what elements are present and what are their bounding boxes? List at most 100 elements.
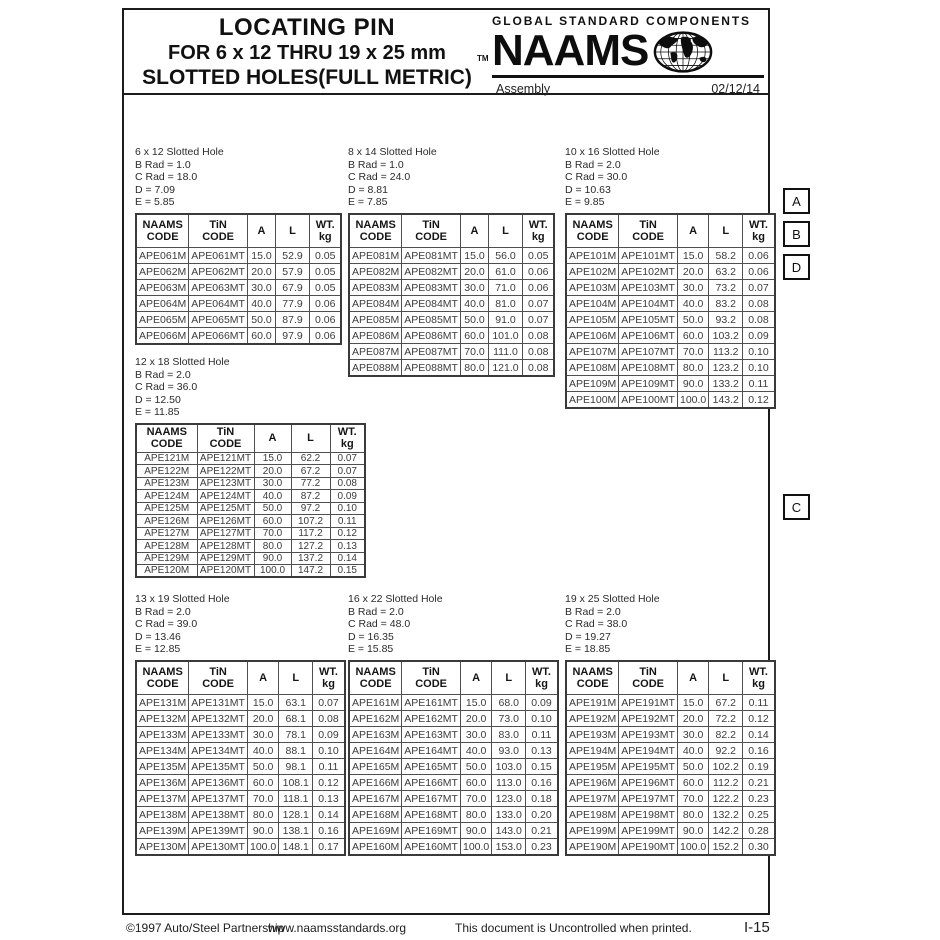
table-row: APE087M APE087MT 70.0 111.0 0.08 — [348, 343, 555, 361]
table-cell: 63.2 — [708, 263, 744, 281]
column-header-line: TiN — [209, 218, 227, 231]
table-cell: 15.0 — [676, 694, 710, 712]
column-header: L — [278, 660, 314, 696]
table-cell: APE101MT — [618, 247, 678, 265]
table-cell: APE192M — [565, 710, 620, 728]
table-cell: APE136M — [135, 774, 190, 792]
column-header: NAAMS CODE — [348, 213, 403, 249]
globe-world-map-icon — [654, 31, 713, 73]
table-cell: APE083MT — [401, 279, 461, 297]
table-cell: APE124M — [135, 489, 198, 503]
table-row: APE139M APE139MT 90.0 138.1 0.16 — [135, 822, 346, 840]
table-cell: APE087MT — [401, 343, 461, 361]
column-header-line: TiN — [216, 425, 235, 438]
column-header-line: L — [722, 671, 730, 684]
column-header-line: CODE — [150, 438, 183, 451]
table-cell: 87.9 — [274, 311, 310, 329]
table-section-10x16: 10 x 16 Slotted Hole B Rad = 2.0 C Rad = 3… — [565, 146, 776, 409]
table-cell: 100.0 — [459, 838, 493, 856]
trademark-symbol: TM — [477, 54, 489, 63]
table-cell: APE169M — [348, 822, 403, 840]
table-cell: 30.0 — [676, 279, 710, 297]
table-cell: APE197MT — [618, 790, 678, 808]
table-cell: APE198MT — [618, 806, 678, 824]
table-cell: 0.10 — [742, 343, 776, 361]
table-cell: APE191M — [565, 694, 620, 712]
spec-line: D = 7.09 — [135, 183, 175, 196]
column-header-line: TiN — [422, 218, 440, 231]
column-header-line: kg — [340, 438, 354, 451]
table-row: APE106M APE106MT 60.0 103.2 0.09 — [565, 327, 776, 345]
column-header: WT. kg — [525, 660, 559, 696]
column-header: L — [487, 213, 523, 249]
table-cell: 0.15 — [525, 758, 559, 776]
table-row: APE168M APE168MT 80.0 133.0 0.20 — [348, 806, 559, 824]
table-cell: 58.2 — [708, 247, 744, 265]
table-row: APE124M APE124MT 40.0 87.2 0.09 — [135, 489, 366, 503]
table-cell: 0.25 — [742, 806, 776, 824]
column-header-line: kg — [318, 231, 332, 244]
table-cell: APE121MT — [196, 451, 255, 466]
column-header-line: CODE — [359, 231, 392, 244]
table-row: APE194M APE194MT 40.0 92.2 0.16 — [565, 742, 776, 760]
table-cell: 0.06 — [742, 247, 776, 265]
side-label-b: B — [783, 221, 810, 247]
table-header-row: NAAMS CODE TiN CODE A L WT. kg — [348, 213, 555, 249]
table-row: APE086M APE086MT 60.0 101.0 0.08 — [348, 327, 555, 345]
hole-specs: 12 x 18 Slotted Hole B Rad = 2.0 C Rad = 3… — [135, 356, 366, 419]
table-cell: 0.07 — [329, 464, 366, 478]
column-header-line: NAAMS — [142, 218, 183, 231]
table-row: APE104M APE104MT 40.0 83.2 0.08 — [565, 295, 776, 313]
table-cell: 137.2 — [290, 551, 331, 566]
table-cell: APE199M — [565, 822, 620, 840]
table-cell: 56.0 — [487, 247, 523, 265]
table-cell: 92.2 — [708, 742, 744, 760]
table-cell: APE088MT — [401, 359, 461, 377]
column-header-line: WT. — [528, 218, 548, 231]
side-label-a: A — [783, 188, 810, 214]
table-cell: 30.0 — [253, 476, 292, 491]
column-header-line: CODE — [576, 231, 609, 244]
table-cell: APE086M — [348, 327, 403, 345]
table-cell: APE128M — [135, 539, 198, 553]
table-cell: APE109M — [565, 375, 620, 393]
table-cell: 70.0 — [459, 790, 493, 808]
table-row: APE131M APE131MT 15.0 63.1 0.07 — [135, 694, 346, 712]
column-header-line: L — [289, 224, 296, 237]
table-cell: APE133M — [135, 726, 190, 744]
table-cell: 152.2 — [708, 838, 744, 856]
locating-pin-table: NAAMS CODE TiN CODE A L WT. kg APE101M APE101MT 15… — [565, 212, 776, 409]
table-cell: APE130MT — [188, 838, 248, 856]
table-cell: APE063M — [135, 279, 190, 297]
table-cell: APE163M — [348, 726, 403, 744]
table-cell: APE167M — [348, 790, 403, 808]
table-row: APE082M APE082MT 20.0 61.0 0.06 — [348, 263, 555, 281]
table-cell: APE195M — [565, 758, 620, 776]
table-cell: 87.2 — [290, 489, 331, 503]
column-header: WT. kg — [742, 660, 776, 696]
table-cell: 0.11 — [312, 758, 346, 776]
table-cell: APE196MT — [618, 774, 678, 792]
table-row: APE126M APE126MT 60.0 107.2 0.11 — [135, 514, 366, 528]
table-cell: 0.11 — [742, 694, 776, 712]
table-cell: 67.9 — [274, 279, 310, 297]
table-cell: 50.0 — [246, 758, 280, 776]
table-row: APE081M APE081MT 15.0 56.0 0.05 — [348, 247, 555, 265]
column-header: A — [246, 660, 280, 696]
table-cell: 83.0 — [491, 726, 527, 744]
table-cell: APE193MT — [618, 726, 678, 744]
table-row: APE196M APE196MT 60.0 112.2 0.21 — [565, 774, 776, 792]
hole-specs: 13 x 19 Slotted Hole B Rad = 2.0 C Rad = 3… — [135, 593, 346, 656]
column-header-line: kg — [322, 678, 335, 691]
table-cell: 90.0 — [676, 822, 710, 840]
table-cell: 90.0 — [246, 822, 280, 840]
table-cell: APE061M — [135, 247, 190, 265]
column-header: A — [459, 660, 493, 696]
table-cell: 143.0 — [491, 822, 527, 840]
table-row: APE135M APE135MT 50.0 98.1 0.11 — [135, 758, 346, 776]
table-row: APE101M APE101MT 15.0 58.2 0.06 — [565, 247, 776, 265]
spec-line: C Rad = 18.0 — [135, 171, 198, 184]
table-cell: 103.2 — [708, 327, 744, 345]
table-cell: 0.21 — [525, 822, 559, 840]
spec-line: E = 5.85 — [135, 196, 175, 209]
